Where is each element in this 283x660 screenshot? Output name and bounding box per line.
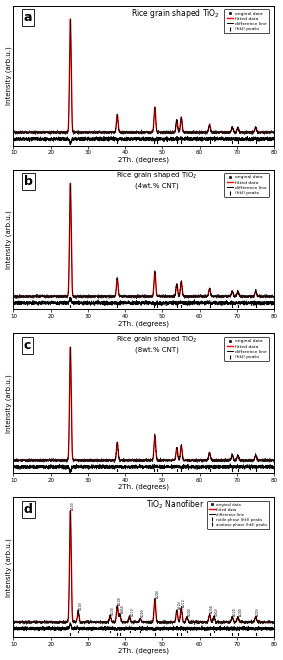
Text: c: c — [24, 339, 31, 352]
Text: A(116): A(116) — [233, 607, 237, 616]
Legend: original data, fitted data, difference line, (hkl) peaks: original data, fitted data, difference l… — [224, 173, 269, 197]
X-axis label: 2Th. (degrees): 2Th. (degrees) — [118, 156, 169, 162]
Text: R(002): R(002) — [215, 607, 219, 616]
Text: R(111): R(111) — [130, 607, 134, 616]
Text: b: b — [24, 175, 33, 188]
Text: A(105): A(105) — [177, 600, 182, 609]
Text: A: Anatase
R: Rutile: A: Anatase R: Rutile — [249, 510, 270, 519]
Text: A(204): A(204) — [210, 604, 214, 613]
Text: Rice grain shaped TiO$_2$
(4wt.% CNT): Rice grain shaped TiO$_2$ (4wt.% CNT) — [116, 171, 198, 189]
Text: R(210): R(210) — [141, 609, 145, 618]
Text: Rice grain shaped TiO$_2$: Rice grain shaped TiO$_2$ — [130, 7, 219, 20]
Text: Rice grain shaped TiO$_2$
(8wt.% CNT): Rice grain shaped TiO$_2$ (8wt.% CNT) — [116, 335, 198, 352]
Text: A(215): A(215) — [256, 607, 260, 616]
Y-axis label: Intensity (arb.u.): Intensity (arb.u.) — [6, 46, 12, 105]
Text: R(220): R(220) — [188, 607, 192, 616]
Text: A(103): A(103) — [118, 595, 122, 605]
Y-axis label: Intensity (arb.u.): Intensity (arb.u.) — [6, 210, 12, 269]
Text: A(220): A(220) — [239, 607, 243, 616]
Legend: original data, fitted data, difference line, (hkl) peaks: original data, fitted data, difference l… — [224, 337, 269, 361]
Legend: original data, fitted data, difference line, rutile phase (hkl) peaks, anatase p: original data, fitted data, difference l… — [207, 501, 269, 529]
Y-axis label: Intensity (arb.u.): Intensity (arb.u.) — [6, 374, 12, 433]
Text: A(211): A(211) — [182, 597, 186, 607]
Legend: original data, fitted data, difference line, (hkl) peaks: original data, fitted data, difference l… — [224, 9, 269, 34]
Text: R(110): R(110) — [79, 601, 83, 610]
Text: TiO$_2$ Nanofiber: TiO$_2$ Nanofiber — [146, 499, 204, 512]
Text: a: a — [24, 11, 32, 24]
Text: d: d — [24, 503, 33, 516]
X-axis label: 2Th. (degrees): 2Th. (degrees) — [118, 320, 169, 327]
Text: A(200): A(200) — [156, 589, 160, 597]
Text: A(004): A(004) — [121, 604, 125, 613]
Y-axis label: Intensity (arb.u.): Intensity (arb.u.) — [6, 538, 12, 597]
X-axis label: 2Th. (degrees): 2Th. (degrees) — [118, 484, 169, 490]
Text: R(101): R(101) — [111, 605, 115, 614]
Text: A(101): A(101) — [71, 500, 75, 510]
X-axis label: 2Th. (degrees): 2Th. (degrees) — [118, 648, 169, 655]
